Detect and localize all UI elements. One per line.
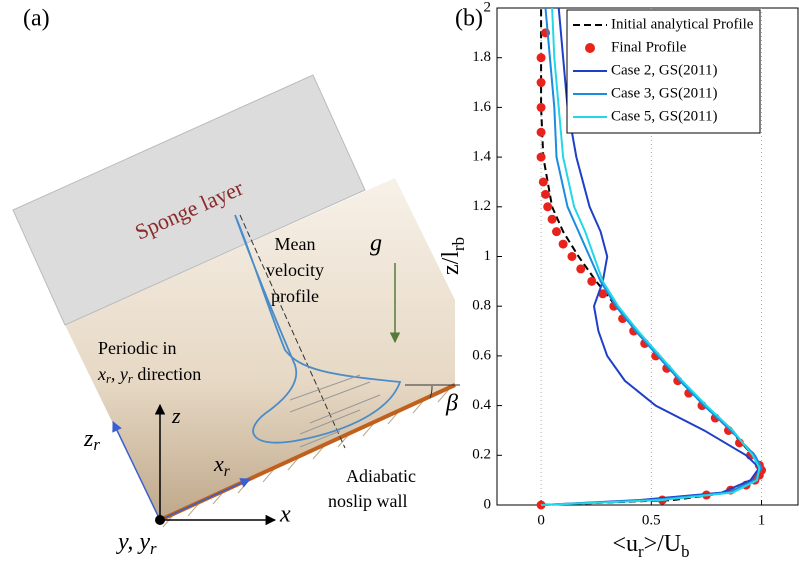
marker <box>598 289 608 299</box>
beta-angle <box>405 384 460 399</box>
marker <box>576 264 586 274</box>
xr-label: xr <box>213 451 231 479</box>
legend-swatch <box>585 43 595 53</box>
series-line <box>541 7 763 506</box>
profile-axis <box>239 214 346 449</box>
periodic-label: xr, yr direction <box>97 364 201 386</box>
legend-label: Case 5, GS(2011) <box>611 108 718 124</box>
y-tick-label: 0.8 <box>472 298 491 314</box>
wall-label: Adiabatic <box>346 466 416 486</box>
beta-label: β <box>445 391 458 417</box>
panel-label: (b) <box>455 6 483 32</box>
z-label: z <box>171 403 181 428</box>
marker <box>536 53 546 63</box>
sponge-layer <box>12 74 366 326</box>
series-line <box>541 7 761 506</box>
marker <box>540 189 550 199</box>
y-tick-label: 1.8 <box>472 49 491 65</box>
y-label: y, yr <box>116 529 157 558</box>
legend-label: Initial analytical Profile <box>611 16 754 32</box>
marker <box>567 252 577 261</box>
profile-label: Mean <box>275 234 316 254</box>
marker <box>536 102 546 112</box>
x-tick-label: 0 <box>537 512 545 528</box>
y-tick-label: 1 <box>484 248 492 264</box>
y-tick-label: 0 <box>484 496 492 512</box>
profile-arrows <box>289 374 381 448</box>
domain <box>65 178 455 520</box>
xr-axis <box>159 478 251 521</box>
series-line <box>541 7 761 506</box>
marker <box>587 276 597 286</box>
x-label: x <box>279 502 291 528</box>
marker <box>538 177 548 187</box>
marker <box>543 202 553 212</box>
periodic-label: Periodic in <box>98 338 177 358</box>
marker <box>536 127 546 137</box>
y-tick-label: 2 <box>484 0 492 15</box>
panel-label: (a) <box>23 6 50 32</box>
velocity-profile <box>234 214 402 444</box>
marker <box>536 78 546 88</box>
marker <box>536 152 546 162</box>
x-tick-label: 0.5 <box>642 512 661 528</box>
chart: (b) <ur>/Ub z/lrb 0 0.5 1 0 0.2 0.4 0.6 0.8 1 1.2… <box>438 0 799 561</box>
origin <box>155 515 165 525</box>
zr-label: zr <box>83 426 100 454</box>
y-tick-label: 0.2 <box>472 447 491 463</box>
x-axis-label: <ur>/Ub <box>612 531 689 561</box>
legend-label: Case 2, GS(2011) <box>611 62 718 78</box>
marker <box>547 214 557 224</box>
y-tick-label: 0.6 <box>472 347 491 363</box>
legend-label: Case 3, GS(2011) <box>611 85 718 101</box>
y-axis-label: z/lrb <box>438 237 468 275</box>
zr-axis <box>112 421 161 521</box>
marker <box>552 227 562 237</box>
profile-label: profile <box>271 286 319 306</box>
profile-label: velocity <box>266 260 324 280</box>
marker <box>558 239 568 249</box>
diagram: Sponge layer (a) Mean velocity profile g… <box>12 6 460 558</box>
y-tick-label: 1.2 <box>472 198 491 214</box>
x-tick-label: 1 <box>758 512 766 528</box>
y-tick-label: 0.4 <box>472 397 491 413</box>
legend-label: Final Profile <box>611 39 687 55</box>
y-tick-label: 1.6 <box>472 99 491 115</box>
wall-label: noslip wall <box>328 491 408 511</box>
gravity-label: g <box>370 231 382 257</box>
y-tick-label: 1.4 <box>472 149 491 165</box>
